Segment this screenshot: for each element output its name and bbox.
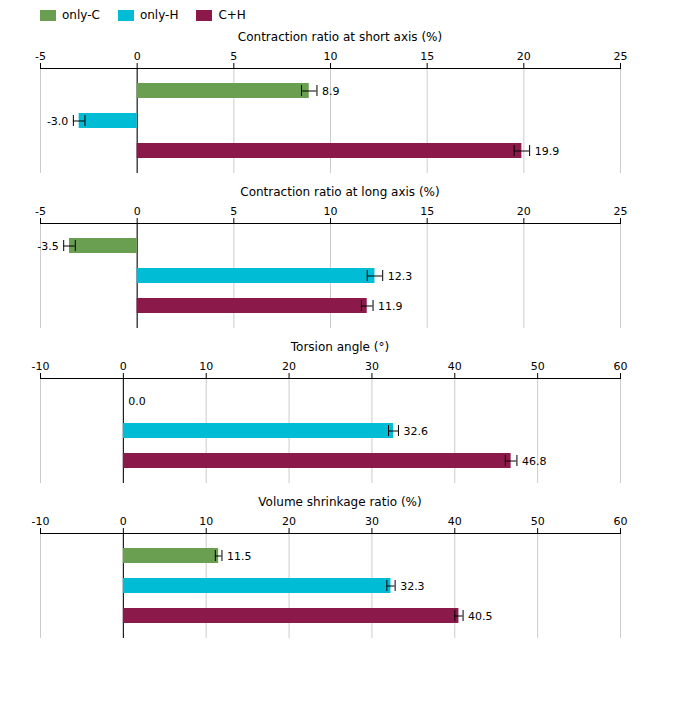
svg-text:20: 20 — [282, 360, 296, 373]
html-text:only-C: only-C — [62, 8, 100, 22]
svg-text:-10: -10 — [32, 360, 50, 373]
svg-text:50: 50 — [531, 360, 545, 373]
svg-text:8.9: 8.9 — [322, 85, 340, 98]
svg-text:10: 10 — [199, 515, 213, 528]
html-text:Volume shrinkage ratio (%): Volume shrinkage ratio (%) — [258, 495, 422, 509]
svg-text:11.9: 11.9 — [378, 300, 403, 313]
svg-text:-3.5: -3.5 — [37, 240, 58, 253]
svg-text:60: 60 — [614, 515, 628, 528]
html-text:Contraction ratio at long axis: Contraction ratio at long axis (%) — [240, 185, 440, 199]
svg-text:32.6: 32.6 — [403, 425, 428, 438]
html-text:C+H: C+H — [218, 8, 246, 22]
svg-text:11.5: 11.5 — [227, 550, 252, 563]
svg-text:20: 20 — [517, 50, 531, 63]
svg-text:0: 0 — [120, 515, 127, 528]
svg-text:0: 0 — [134, 50, 141, 63]
svg-text:30: 30 — [365, 515, 379, 528]
html-text:only-H: only-H — [139, 8, 179, 22]
svg-text:40: 40 — [448, 515, 462, 528]
svg-text:10: 10 — [324, 205, 338, 218]
svg-text:0: 0 — [134, 205, 141, 218]
svg-text:40.5: 40.5 — [468, 610, 493, 623]
html-text:Contraction ratio at short axi: Contraction ratio at short axis (%) — [237, 30, 443, 44]
svg-text:19.9: 19.9 — [535, 145, 560, 158]
svg-text:0: 0 — [120, 360, 127, 373]
svg-text:5: 5 — [230, 50, 237, 63]
svg-text:-10: -10 — [32, 515, 50, 528]
svg-text:10: 10 — [324, 50, 338, 63]
svg-text:25: 25 — [614, 50, 628, 63]
svg-text:30: 30 — [365, 360, 379, 373]
svg-text:12.3: 12.3 — [388, 270, 413, 283]
svg-text:40: 40 — [448, 360, 462, 373]
svg-text:-5: -5 — [35, 50, 46, 63]
svg-text:20: 20 — [282, 515, 296, 528]
svg-text:15: 15 — [420, 205, 434, 218]
html-text:Torsion angle (°): Torsion angle (°) — [290, 340, 390, 354]
svg-text:25: 25 — [614, 205, 628, 218]
svg-text:15: 15 — [420, 50, 434, 63]
svg-text:5: 5 — [230, 205, 237, 218]
svg-text:60: 60 — [614, 360, 628, 373]
svg-text:50: 50 — [531, 515, 545, 528]
svg-text:20: 20 — [517, 205, 531, 218]
svg-text:32.3: 32.3 — [400, 580, 425, 593]
svg-text:46.8: 46.8 — [522, 455, 547, 468]
svg-text:-5: -5 — [35, 205, 46, 218]
svg-text:-3.0: -3.0 — [47, 115, 68, 128]
svg-text:0.0: 0.0 — [128, 395, 146, 408]
svg-text:10: 10 — [199, 360, 213, 373]
